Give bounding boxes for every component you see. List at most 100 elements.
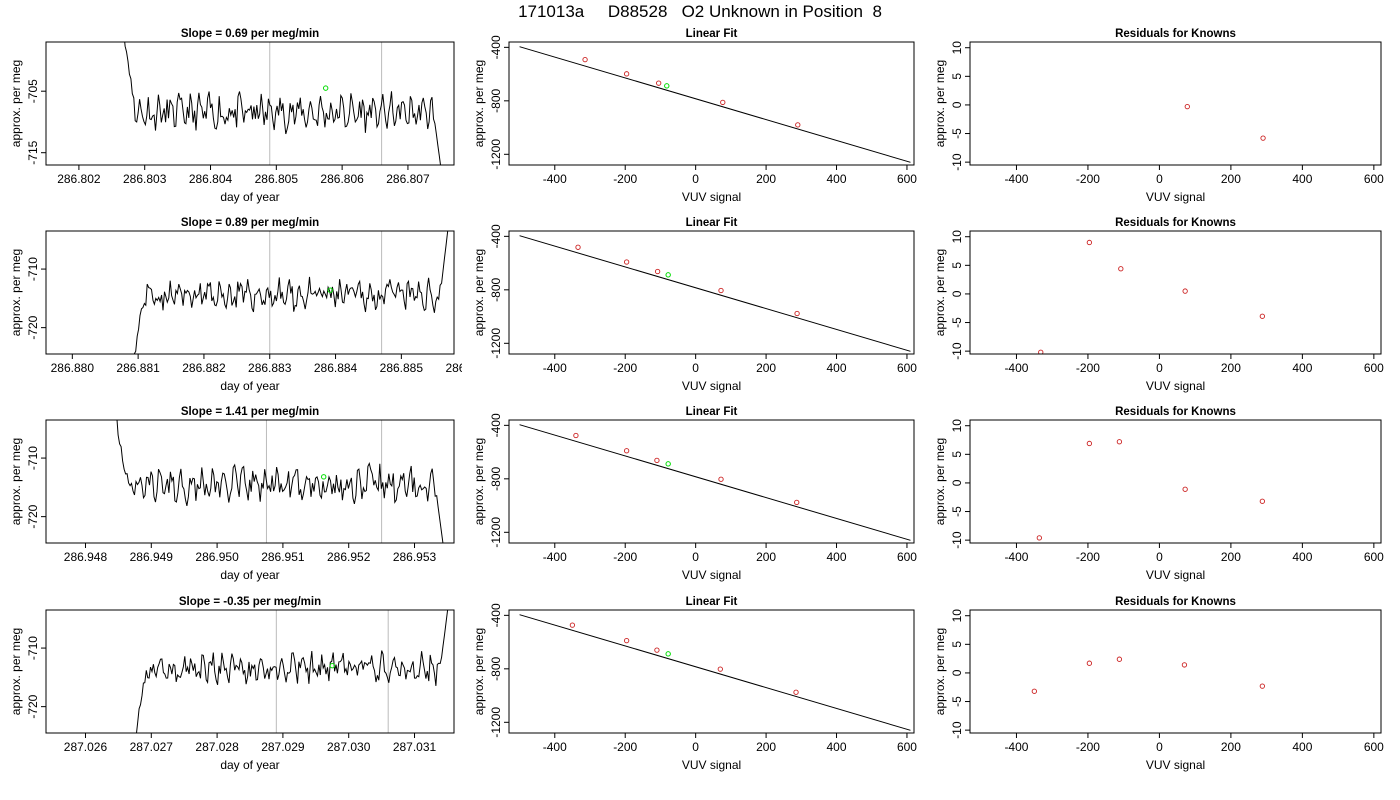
trace-line xyxy=(124,42,442,165)
x-tick-label: 400 xyxy=(1292,740,1312,754)
x-tick-label: -200 xyxy=(1076,361,1100,375)
y-tick-label: -800 xyxy=(489,277,503,301)
plot-area xyxy=(133,231,449,354)
x-tick-label: 0 xyxy=(1156,361,1163,375)
x-tick-label: 200 xyxy=(756,740,776,754)
plot-area xyxy=(124,42,442,165)
chart-title: Residuals for Knowns xyxy=(1115,596,1236,608)
y-tick-label: -800 xyxy=(489,656,503,680)
chart-title: Slope = -0.35 per meg/min xyxy=(179,596,321,608)
plot-area xyxy=(1184,103,1266,141)
x-tick-label: 200 xyxy=(1221,740,1241,754)
x-tick-label: 286.806 xyxy=(320,172,364,186)
y-tick-label: -5 xyxy=(950,128,964,139)
x-tick-label: 600 xyxy=(1364,550,1384,564)
data-point xyxy=(623,71,630,77)
x-tick-label: 400 xyxy=(1292,172,1312,186)
data-point xyxy=(1118,266,1124,272)
plot-area xyxy=(116,420,444,543)
y-axis-label: approx. per meg xyxy=(472,628,486,715)
x-tick-label: -400 xyxy=(1004,361,1028,375)
x-tick-label: 286.805 xyxy=(255,172,299,186)
r4-fit-chart: Linear Fit -400 -200 0 200 400 600 -1200 -800 -40… xyxy=(472,596,917,772)
y-tick-label: -1200 xyxy=(489,139,503,170)
data-point xyxy=(717,666,723,672)
y-tick-label: 5 xyxy=(950,73,964,80)
data-point xyxy=(795,122,801,128)
x-axis-label: VUV signal xyxy=(1146,190,1205,204)
plot-frame xyxy=(45,41,455,166)
y-tick-label: -720 xyxy=(26,315,40,339)
x-axis-label: day of year xyxy=(220,758,279,772)
y-tick-label: 10 xyxy=(950,41,964,55)
x-axis-label: day of year xyxy=(220,190,279,204)
data-point xyxy=(573,432,579,439)
x-tick-label: 400 xyxy=(827,740,847,754)
x-axis-label: VUV signal xyxy=(1146,379,1205,393)
x-tick-label: 600 xyxy=(897,361,917,375)
y-tick-label: 10 xyxy=(950,419,964,433)
y-tick-label: 5 xyxy=(950,641,964,648)
fit-line xyxy=(519,235,911,352)
y-tick-label: -5 xyxy=(950,506,964,517)
x-tick-label: 0 xyxy=(692,550,699,564)
x-axis-label: VUV signal xyxy=(1146,568,1205,582)
x-tick-label: -200 xyxy=(1076,550,1100,564)
chart-title: Linear Fit xyxy=(686,596,738,608)
x-tick-label: -200 xyxy=(613,172,637,186)
plot-frame xyxy=(969,419,1382,544)
data-point xyxy=(1036,535,1042,541)
x-tick-label: 287.031 xyxy=(393,740,437,754)
chart-title: Residuals for Knowns xyxy=(1115,406,1236,418)
plot-area xyxy=(1036,439,1265,541)
r1-resid-chart: Residuals for Knowns -400 -200 0 200 400 600 -1… xyxy=(933,28,1384,204)
trace-line xyxy=(136,610,449,733)
x-tick-label: -200 xyxy=(1076,740,1100,754)
x-tick-label: 400 xyxy=(827,361,847,375)
x-tick-label: 287.030 xyxy=(327,740,371,754)
x-tick-label: 400 xyxy=(827,172,847,186)
data-point xyxy=(1086,440,1093,447)
y-axis-label: approx. per meg xyxy=(933,249,947,336)
x-tick-label: 0 xyxy=(1156,550,1163,564)
x-tick-label: 0 xyxy=(1156,172,1163,186)
plot-frame xyxy=(508,230,915,355)
r2-resid-chart: Residuals for Knowns -400 -200 0 200 400 600 -1… xyxy=(933,217,1384,393)
x-axis-label: VUV signal xyxy=(1146,758,1205,772)
y-tick-label: 5 xyxy=(950,451,964,458)
x-axis-label: VUV signal xyxy=(682,379,741,393)
y-tick-label: -5 xyxy=(950,696,964,707)
x-tick-label: 600 xyxy=(897,740,917,754)
x-axis-label: day of year xyxy=(220,379,279,393)
data-point xyxy=(1259,313,1265,319)
x-tick-label: 286.951 xyxy=(261,550,305,564)
data-point xyxy=(794,310,800,317)
plot-area xyxy=(519,614,911,731)
y-axis-label: approx. per meg xyxy=(933,60,947,147)
x-tick-label: 400 xyxy=(1292,550,1312,564)
y-axis-label: approx. per meg xyxy=(472,60,486,147)
chart-title: Residuals for Knowns xyxy=(1115,217,1236,229)
plot-area xyxy=(136,610,449,733)
data-point xyxy=(720,99,726,106)
data-point xyxy=(1182,288,1188,294)
y-tick-label: 0 xyxy=(950,101,964,108)
plot-area xyxy=(519,235,911,352)
plot-area xyxy=(519,424,911,541)
figure-title: 171013a D88528 O2 Unknown in Position 8 xyxy=(518,2,882,21)
data-point xyxy=(1038,349,1044,354)
plot-frame xyxy=(508,609,915,734)
y-tick-label: -720 xyxy=(26,694,40,718)
x-tick-label: 286.881 xyxy=(116,361,160,375)
trace-line xyxy=(116,420,444,543)
plot-frame xyxy=(969,230,1382,355)
plot-area xyxy=(1031,656,1265,694)
y-axis-label: approx. per meg xyxy=(472,249,486,336)
y-tick-label: -800 xyxy=(489,88,503,112)
x-tick-label: 200 xyxy=(756,361,776,375)
y-tick-label: -400 xyxy=(489,224,503,248)
y-tick-label: -1200 xyxy=(489,517,503,548)
x-tick-label: 600 xyxy=(1364,361,1384,375)
x-tick-label: 287.028 xyxy=(195,740,239,754)
x-tick-label: 200 xyxy=(1221,550,1241,564)
